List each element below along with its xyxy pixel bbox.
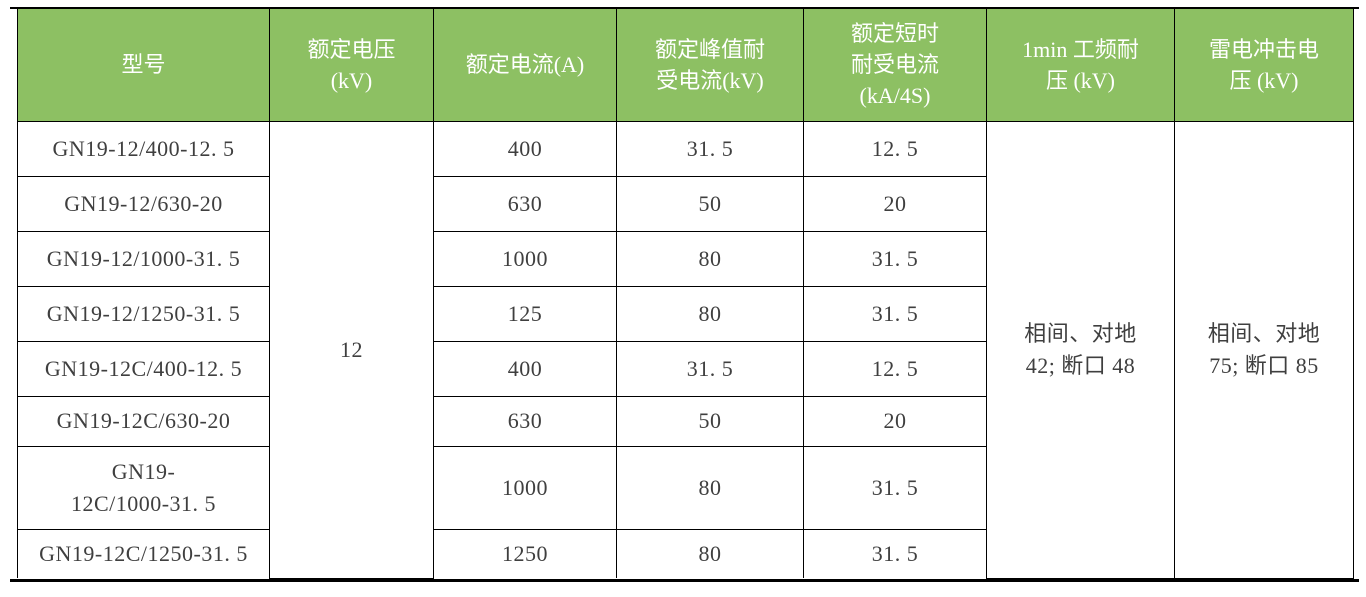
table-row: GN19-12C/630-20 630 50 20 xyxy=(17,395,1354,447)
cell-rated-current: 630 xyxy=(433,395,617,447)
table-row: GN19-12C/400-12. 5 400 31. 5 12. 5 xyxy=(17,340,1354,397)
cell-peak-withstand: 80 xyxy=(616,528,804,578)
cell-rated-current: 400 xyxy=(433,120,617,177)
col-header-power-frequency-withstand: 1min 工频耐 压 (kV) xyxy=(986,9,1175,122)
col-header-model: 型号 xyxy=(17,9,270,122)
cell-peak-withstand: 50 xyxy=(616,175,804,232)
table-row: GN19-12/1000-31. 5 1000 80 31. 5 xyxy=(17,230,1354,287)
cell-rated-current: 1000 xyxy=(433,445,617,530)
cell-short-time-withstand: 12. 5 xyxy=(803,120,987,177)
cell-model: GN19-12C/1250-31. 5 xyxy=(17,528,270,578)
switch-spec-table: 型号 额定电压 (kV) 额定电流(A) 额定峰值耐 受电流(kV) 额定短时 … xyxy=(17,9,1354,579)
cell-rated-current: 630 xyxy=(433,175,617,232)
col-header-rated-voltage: 额定电压 (kV) xyxy=(269,9,434,122)
table-row: GN19- 12C/1000-31. 5 1000 80 31. 5 xyxy=(17,445,1354,530)
cell-model: GN19-12C/630-20 xyxy=(17,395,270,447)
cell-model: GN19-12C/400-12. 5 xyxy=(17,340,270,397)
cell-model: GN19- 12C/1000-31. 5 xyxy=(17,445,270,530)
cell-short-time-withstand: 31. 5 xyxy=(803,285,987,342)
header-row: 型号 额定电压 (kV) 额定电流(A) 额定峰值耐 受电流(kV) 额定短时 … xyxy=(17,9,1354,122)
cell-rated-current: 400 xyxy=(433,340,617,397)
cell-model: GN19-12/1250-31. 5 xyxy=(17,285,270,342)
cell-short-time-withstand: 12. 5 xyxy=(803,340,987,397)
document-page: 型号 额定电压 (kV) 额定电流(A) 额定峰值耐 受电流(kV) 额定短时 … xyxy=(0,7,1366,582)
cell-peak-withstand: 80 xyxy=(616,230,804,287)
cell-rated-voltage: 12 xyxy=(269,120,434,579)
table-row: GN19-12C/1250-31. 5 1250 80 31. 5 xyxy=(17,528,1354,578)
col-header-short-time-withstand-current: 额定短时 耐受电流 (kA/4S) xyxy=(803,9,987,122)
cell-model: GN19-12/400-12. 5 xyxy=(17,120,270,177)
cell-power-frequency: 相间、对地 42; 断口 48 xyxy=(986,120,1175,579)
cell-short-time-withstand: 20 xyxy=(803,395,987,447)
cell-short-time-withstand: 31. 5 xyxy=(803,230,987,287)
cell-short-time-withstand: 31. 5 xyxy=(803,445,987,530)
cell-short-time-withstand: 31. 5 xyxy=(803,528,987,578)
col-header-rated-current: 额定电流(A) xyxy=(433,9,617,122)
cell-peak-withstand: 31. 5 xyxy=(616,340,804,397)
cell-peak-withstand: 80 xyxy=(616,445,804,530)
cell-peak-withstand: 50 xyxy=(616,395,804,447)
cell-model: GN19-12/1000-31. 5 xyxy=(17,230,270,287)
table-row: GN19-12/630-20 630 50 20 xyxy=(17,175,1354,232)
cell-peak-withstand: 80 xyxy=(616,285,804,342)
cell-model: GN19-12/630-20 xyxy=(17,175,270,232)
cell-rated-current: 125 xyxy=(433,285,617,342)
cell-peak-withstand: 31. 5 xyxy=(616,120,804,177)
col-header-lightning-impulse: 雷电冲击电 压 (kV) xyxy=(1174,9,1354,122)
table-row: GN19-12/1250-31. 5 125 80 31. 5 xyxy=(17,285,1354,342)
cell-short-time-withstand: 20 xyxy=(803,175,987,232)
cell-lightning-impulse: 相间、对地 75; 断口 85 xyxy=(1174,120,1354,579)
spec-table-frame: 型号 额定电压 (kV) 额定电流(A) 额定峰值耐 受电流(kV) 额定短时 … xyxy=(10,7,1359,582)
cell-rated-current: 1250 xyxy=(433,528,617,578)
cell-rated-current: 1000 xyxy=(433,230,617,287)
table-row: GN19-12/400-12. 5 12 400 31. 5 12. 5 相间、… xyxy=(17,120,1354,579)
col-header-peak-withstand-current: 额定峰值耐 受电流(kV) xyxy=(616,9,804,122)
